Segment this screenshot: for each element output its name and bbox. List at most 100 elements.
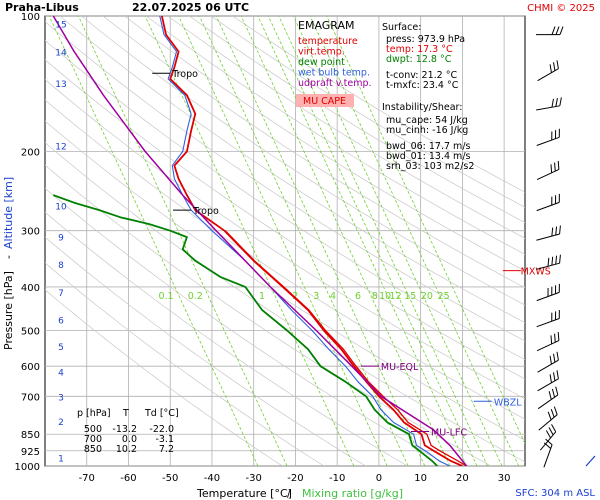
surface-row: dwpt: 12.8 °C [386, 54, 452, 65]
wind-barb [537, 370, 559, 392]
temperature-tick-label: -40 [204, 473, 220, 484]
wind-barb [536, 225, 561, 241]
x-axis-label-mixing: Mixing ratio [g/kg] [302, 487, 403, 500]
annotation-label: Tropo [192, 206, 219, 217]
datetime: 22.07.2025 06 UTC [132, 1, 249, 14]
annotation-label: MXWS [521, 267, 551, 278]
mixing-ratio-label: 8 [372, 291, 378, 302]
altitude-tick-label: 12 [55, 143, 66, 153]
wind-barb [536, 26, 564, 36]
legend-item: temperature [298, 36, 358, 47]
altitude-tick-label: 9 [58, 233, 64, 243]
dry-adiabat [81, 16, 525, 306]
levels-header: Td [°C] [144, 408, 179, 419]
plot-frame [44, 15, 526, 467]
instability-row: bwd_06: 17.7 m/s [386, 141, 471, 152]
dry-adiabat [45, 164, 492, 466]
mixing-ratio-line [326, 16, 525, 445]
temperature-tick-label: 20 [456, 473, 469, 484]
wind-barb [536, 331, 560, 352]
altitude-tick-label: 10 [55, 203, 67, 213]
mixing-ratio-label: 0.1 [158, 291, 173, 302]
levels-cell: 850 [84, 444, 102, 455]
levels-cell: 700 [84, 434, 102, 445]
altitude-tick-label: 1 [58, 454, 64, 464]
altitude-tick-label: 13 [55, 80, 66, 90]
temperature-tick-label: -70 [79, 473, 95, 484]
y-axis-label-altitude: Altitude [km] [2, 177, 15, 249]
mixing-ratio-line [240, 16, 451, 466]
pressure-tick-label: 925 [21, 447, 40, 458]
altitude-tick-label: 14 [55, 49, 67, 59]
mixing-ratio-label: 4 [330, 291, 336, 302]
dry-adiabat [167, 16, 525, 239]
levels-table: p [hPa] T Td [°C] 500 -13.2 -22.0 700 0.0 -3.1 8… [77, 408, 179, 455]
dry-adiabat [45, 79, 525, 400]
instability-row: mu_cape: 54 J/kg [386, 115, 468, 126]
instability-row: bwd_01: 13.4 m/s [386, 151, 471, 162]
mixing-ratio-line [267, 16, 478, 466]
mixing-ratio-line [278, 16, 488, 466]
dry-adiabat [45, 99, 525, 420]
temperature-tick-labels: -70 -60 -50 -40 -30 -20 -10 0 10 20 30 [79, 473, 511, 484]
cape-swatch [296, 94, 354, 107]
dry-adiabat [45, 289, 283, 466]
dry-adiabat [102, 16, 525, 289]
mixing-ratio-line [144, 16, 355, 466]
dry-adiabat [210, 16, 525, 208]
mixing-ratio-label: 25 [438, 291, 450, 302]
dry-adiabat [189, 16, 525, 223]
pressure-tick-label: 850 [21, 430, 40, 441]
mixing-ratio-line [215, 16, 426, 466]
annotation-label: MU-LFC [431, 427, 467, 438]
mixing-ratio-line [48, 16, 259, 466]
series-dew-point [52, 194, 438, 466]
surface-row: press: 973.9 hPa [386, 34, 465, 45]
annotations: Tropo Tropo MXWS MU-EQL MU-LFC WBZL [152, 69, 551, 438]
wind-barb [537, 351, 559, 373]
wind-barb [539, 424, 557, 451]
altitude-tick-label: 8 [58, 261, 64, 271]
altitude-tick-labels: 123456789101213141516 [55, 0, 67, 464]
temperature-tick-label: -60 [120, 473, 136, 484]
levels-cell: 500 [84, 424, 102, 435]
legend-item: wet bulb temp. [298, 68, 370, 79]
temperature-gridlines [86, 16, 505, 466]
dry-adiabat [59, 16, 525, 324]
wind-barb [537, 386, 559, 410]
y-axis-separator: - [2, 255, 15, 259]
levels-cell: -22.0 [149, 424, 174, 435]
wind-barb [536, 283, 560, 302]
chart-title: EMAGRAM [298, 19, 355, 32]
pressure-tick-label: 300 [21, 227, 40, 238]
pressure-tick-label: 100 [21, 12, 40, 23]
annotation-label: WBZL [494, 397, 522, 408]
surface-row: t-conv: 21.2 °C [386, 70, 457, 81]
pressure-tick-label: 700 [21, 392, 40, 403]
dry-adiabat [45, 21, 525, 342]
dry-adiabat [124, 16, 525, 272]
levels-cell: 10.2 [116, 444, 137, 455]
dry-adiabat [45, 211, 408, 466]
wind-barb [538, 406, 558, 431]
mixing-ratio-label: 10 [379, 291, 391, 302]
mixing-ratio-line [309, 16, 520, 466]
wind-barb [536, 128, 560, 146]
pressure-tick-label: 600 [21, 362, 40, 373]
temperature-tick-label: 30 [498, 473, 511, 484]
instability-row: mu_cinh: -16 J/kg [386, 125, 468, 136]
instability-info: Instability/Shear: mu_cape: 54 J/kgmu_ci… [382, 102, 474, 172]
cape-label: MU CAPE [303, 96, 346, 107]
instability-row: srh_03: 103 m2/s2 [386, 161, 474, 172]
levels-cell: 7.2 [159, 444, 174, 455]
wind-barb [536, 193, 560, 212]
mixing-ratio-label: 1 [259, 291, 265, 302]
station-name: Praha-Libus [5, 1, 79, 14]
mixing-ratio-line [178, 16, 388, 466]
wind-barbs [536, 26, 596, 468]
